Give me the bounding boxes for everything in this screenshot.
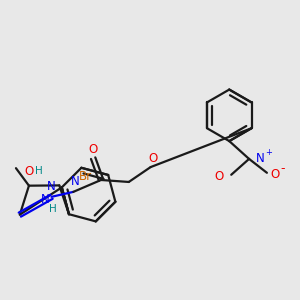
Text: N: N xyxy=(256,152,265,165)
Text: -: - xyxy=(281,162,285,175)
Text: N: N xyxy=(47,180,56,194)
Text: O: O xyxy=(148,152,157,165)
Text: N: N xyxy=(71,176,80,188)
Text: Br: Br xyxy=(79,170,92,183)
Text: H: H xyxy=(50,204,57,214)
Text: H: H xyxy=(35,166,43,176)
Text: N: N xyxy=(41,193,50,206)
Text: O: O xyxy=(271,168,280,181)
Text: O: O xyxy=(214,170,223,183)
Text: O: O xyxy=(88,143,98,156)
Text: +: + xyxy=(265,148,272,158)
Text: O: O xyxy=(24,165,33,178)
